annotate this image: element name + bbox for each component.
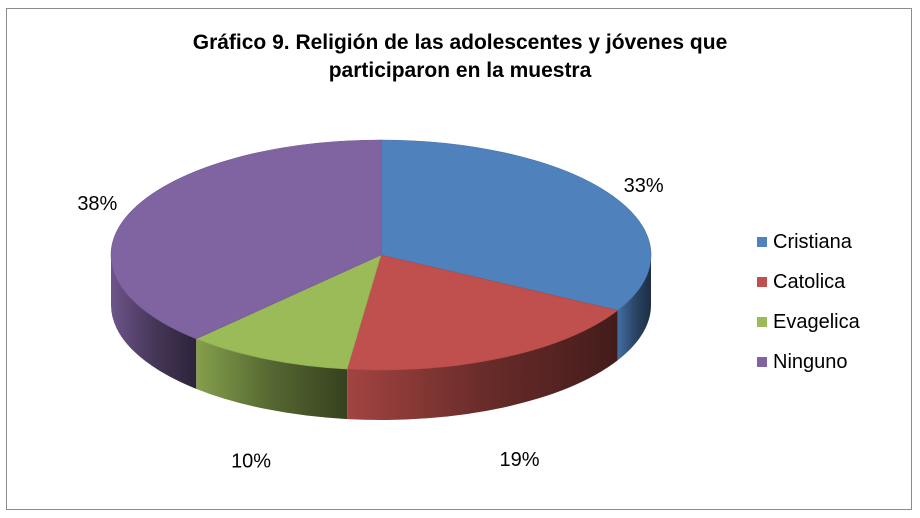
legend-item-ninguno: Ninguno bbox=[757, 342, 860, 382]
pie-sides bbox=[111, 255, 651, 420]
pie-side-catolica bbox=[347, 310, 618, 420]
pie-slice-evagelica bbox=[195, 254, 382, 370]
pie-slice-catolica bbox=[346, 254, 619, 371]
pie-tops bbox=[110, 139, 652, 371]
legend-item-evagelica: Evagelica bbox=[757, 302, 860, 342]
chart-title-line-2: participaron en la muestra bbox=[328, 59, 592, 82]
legend-swatch-evagelica bbox=[757, 317, 767, 327]
pie-side-cristiana bbox=[617, 255, 651, 361]
chart-title: Gráfico 9. Religión de las adolescentes … bbox=[7, 29, 913, 85]
data-label-catolica: 19% bbox=[499, 449, 539, 471]
pie-side-ninguno bbox=[111, 255, 197, 389]
pie-side-evagelica bbox=[196, 338, 348, 420]
legend-label-evagelica: Evagelica bbox=[773, 310, 860, 333]
legend-swatch-ninguno bbox=[757, 357, 767, 367]
legend-swatch-cristiana bbox=[757, 237, 767, 247]
pie-labels: 33% 19% 10% 38% bbox=[77, 175, 664, 473]
legend-label-cristiana: Cristiana bbox=[773, 230, 852, 253]
pie-slice-cristiana bbox=[380, 139, 652, 311]
legend: Cristiana Catolica Evagelica Ninguno bbox=[757, 222, 860, 382]
data-label-evagelica: 10% bbox=[231, 451, 271, 473]
chart-title-line-1: Gráfico 9. Religión de las adolescentes … bbox=[192, 31, 728, 54]
legend-label-catolica: Catolica bbox=[773, 270, 846, 293]
legend-item-cristiana: Cristiana bbox=[757, 222, 860, 262]
pie-slice-ninguno bbox=[110, 139, 382, 340]
data-label-cristiana: 33% bbox=[624, 175, 664, 197]
legend-label-ninguno: Ninguno bbox=[773, 350, 848, 373]
legend-swatch-catolica bbox=[757, 277, 767, 287]
legend-item-catolica: Catolica bbox=[757, 262, 860, 302]
data-label-ninguno: 38% bbox=[77, 193, 117, 215]
